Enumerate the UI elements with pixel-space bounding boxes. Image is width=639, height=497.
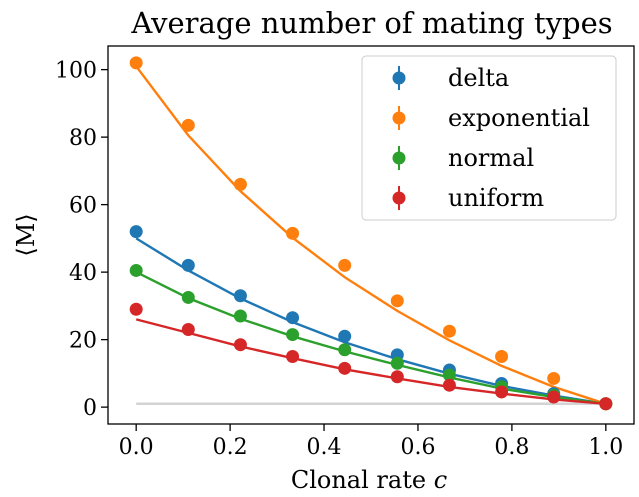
x-tick-label: 0.8	[494, 435, 529, 460]
point-exponential	[495, 350, 509, 363]
y-axis-label: ⟨M⟩	[12, 213, 40, 256]
point-normal	[442, 368, 456, 382]
y-tick-label: 0	[83, 396, 97, 421]
x-axis-label-variable: c	[434, 466, 447, 494]
fit-line-normal	[135, 271, 606, 405]
legend: delta exponential normal uniform	[361, 55, 617, 221]
legend-label-delta: delta	[448, 64, 509, 92]
point-exponential	[390, 294, 404, 308]
point-delta	[286, 311, 300, 325]
point-normal	[129, 263, 143, 277]
point-normal	[286, 328, 300, 342]
point-exponential	[181, 118, 195, 132]
x-tick-label: 0.0	[119, 435, 154, 460]
point-delta	[129, 225, 143, 239]
point-uniform	[442, 378, 456, 392]
axis-ticks: 0.0 0.2 0.4 0.6 0.8 1.0 0 20 40 60 80 100	[55, 59, 623, 460]
point-uniform	[599, 397, 613, 411]
point-exponential	[338, 258, 352, 272]
point-exponential	[286, 226, 300, 240]
point-exponential	[442, 324, 456, 338]
x-axis-label-text: Clonal rate	[291, 466, 434, 494]
point-uniform	[547, 390, 561, 404]
fit-line-exponential	[135, 65, 607, 405]
point-uniform	[338, 361, 352, 375]
legend-marker-uniform	[392, 191, 406, 205]
y-tick-label: 20	[69, 329, 97, 354]
y-tick-label: 80	[69, 126, 97, 151]
point-delta	[338, 329, 352, 343]
legend-label-normal: normal	[448, 144, 534, 172]
legend-items: delta exponential normal uniform	[392, 64, 590, 212]
chart-title: Average number of mating types	[130, 6, 612, 40]
x-tick-label: 0.2	[213, 435, 248, 460]
point-delta	[181, 258, 195, 272]
legend-marker-exponential	[392, 111, 406, 125]
point-normal	[233, 309, 247, 323]
legend-box	[361, 55, 617, 221]
y-tick-label: 60	[69, 194, 97, 219]
x-tick-label: 0.6	[400, 435, 435, 460]
point-normal	[181, 290, 195, 304]
point-exponential	[233, 177, 247, 191]
point-uniform	[181, 323, 195, 336]
point-normal	[338, 343, 352, 357]
fit-line-uniform	[135, 318, 606, 405]
fit-line-delta	[135, 237, 606, 405]
legend-marker-delta	[392, 71, 406, 85]
x-tick-label: 1.0	[588, 435, 623, 460]
y-tick-label: 40	[69, 261, 97, 286]
legend-label-uniform: uniform	[448, 184, 544, 212]
point-uniform	[286, 350, 300, 363]
x-axis-label: Clonal rate c	[291, 466, 447, 494]
point-normal	[390, 356, 404, 370]
point-exponential	[547, 371, 561, 385]
point-delta	[233, 289, 247, 303]
legend-marker-normal	[392, 151, 406, 165]
point-uniform	[233, 338, 247, 352]
point-uniform	[390, 370, 404, 384]
y-tick-label: 100	[55, 59, 97, 84]
x-tick-label: 0.4	[307, 435, 342, 460]
point-exponential	[129, 56, 143, 70]
legend-label-exponential: exponential	[448, 104, 590, 132]
point-uniform	[495, 385, 509, 399]
plot-frame	[107, 45, 635, 425]
point-uniform	[129, 302, 143, 316]
plot-area	[129, 56, 613, 411]
